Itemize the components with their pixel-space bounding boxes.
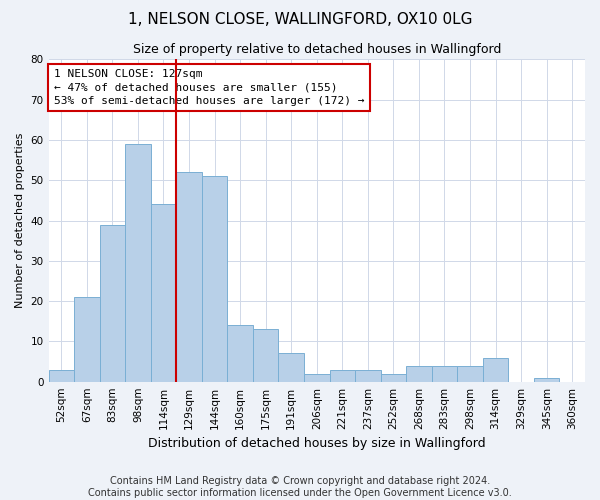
- Text: 1 NELSON CLOSE: 127sqm
← 47% of detached houses are smaller (155)
53% of semi-de: 1 NELSON CLOSE: 127sqm ← 47% of detached…: [54, 69, 364, 106]
- Bar: [304, 374, 329, 382]
- Bar: [151, 204, 176, 382]
- Bar: [380, 374, 406, 382]
- Bar: [329, 370, 355, 382]
- Bar: [534, 378, 559, 382]
- Bar: [176, 172, 202, 382]
- Text: 1, NELSON CLOSE, WALLINGFORD, OX10 0LG: 1, NELSON CLOSE, WALLINGFORD, OX10 0LG: [128, 12, 472, 28]
- Y-axis label: Number of detached properties: Number of detached properties: [15, 133, 25, 308]
- Bar: [432, 366, 457, 382]
- Bar: [125, 144, 151, 382]
- Bar: [457, 366, 483, 382]
- Title: Size of property relative to detached houses in Wallingford: Size of property relative to detached ho…: [133, 42, 501, 56]
- Bar: [406, 366, 432, 382]
- Bar: [202, 176, 227, 382]
- Bar: [355, 370, 380, 382]
- Bar: [278, 354, 304, 382]
- Bar: [483, 358, 508, 382]
- Bar: [49, 370, 74, 382]
- Text: Contains HM Land Registry data © Crown copyright and database right 2024.
Contai: Contains HM Land Registry data © Crown c…: [88, 476, 512, 498]
- Bar: [253, 330, 278, 382]
- X-axis label: Distribution of detached houses by size in Wallingford: Distribution of detached houses by size …: [148, 437, 485, 450]
- Bar: [227, 326, 253, 382]
- Bar: [74, 297, 100, 382]
- Bar: [100, 224, 125, 382]
